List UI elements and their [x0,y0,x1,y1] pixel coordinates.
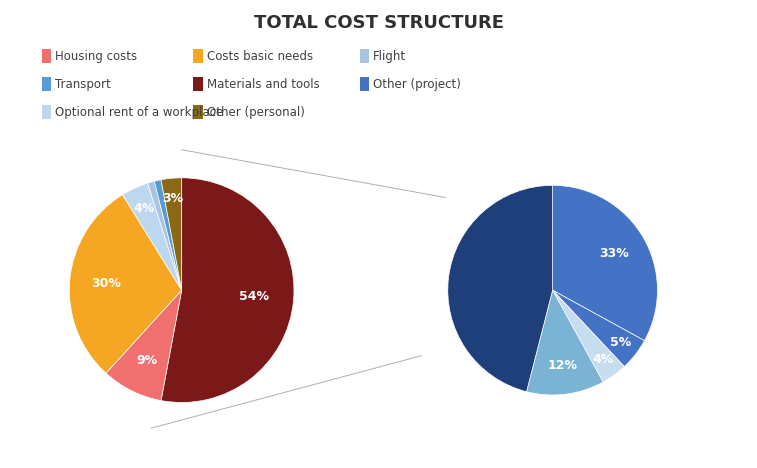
Wedge shape [154,180,182,290]
Wedge shape [553,290,625,382]
Text: 33%: 33% [599,248,629,260]
Wedge shape [106,290,182,401]
Text: Housing costs: Housing costs [55,50,137,63]
Text: Transport: Transport [55,78,111,91]
Wedge shape [553,185,657,341]
Wedge shape [70,195,182,373]
Text: Optional rent of a workplace: Optional rent of a workplace [55,106,223,119]
Wedge shape [148,181,182,290]
Text: Other (project): Other (project) [373,78,461,91]
Text: 4%: 4% [593,353,614,366]
Wedge shape [123,183,182,290]
Text: 54%: 54% [239,291,269,303]
Wedge shape [553,290,644,366]
Text: Other (personal): Other (personal) [207,106,304,119]
Text: 30%: 30% [91,277,120,290]
Text: 12%: 12% [547,358,577,372]
Text: 5%: 5% [610,336,631,349]
Wedge shape [161,178,182,290]
Text: 9%: 9% [136,354,157,367]
Text: Materials and tools: Materials and tools [207,78,319,91]
Text: TOTAL COST STRUCTURE: TOTAL COST STRUCTURE [254,14,503,32]
Text: Flight: Flight [373,50,407,63]
Text: Costs basic needs: Costs basic needs [207,50,313,63]
Text: 3%: 3% [163,192,184,205]
Wedge shape [448,185,553,392]
Wedge shape [161,178,294,402]
Text: 4%: 4% [133,202,154,215]
Wedge shape [527,290,603,395]
